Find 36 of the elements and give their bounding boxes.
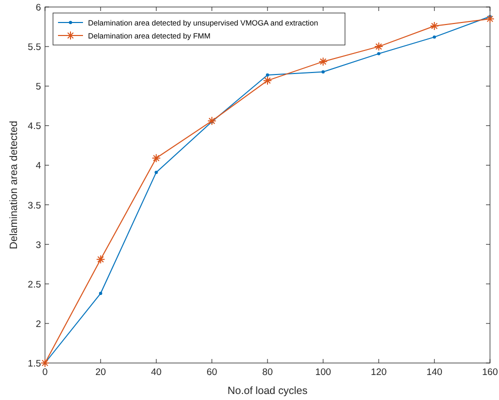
point <box>154 170 158 174</box>
point <box>318 57 328 66</box>
point <box>96 254 106 264</box>
x-tick-label: 120 <box>370 367 387 378</box>
x-tick-label: 80 <box>262 367 273 378</box>
y-tick-label: 4.5 <box>28 121 41 132</box>
x-axis-title: No.of load cycles <box>228 385 308 397</box>
point <box>263 76 272 86</box>
point <box>374 42 384 52</box>
y-tick-label: 4 <box>36 160 41 172</box>
x-tick-label: 40 <box>150 367 162 378</box>
y-tick-label: 6 <box>36 2 41 14</box>
x-tick-label: 20 <box>95 367 106 378</box>
y-tick-label: 2 <box>36 318 41 330</box>
y-tick-label: 5.5 <box>28 42 41 54</box>
y-axis-title: Delamination area detected <box>8 120 20 250</box>
x-tick-label: 140 <box>426 367 442 378</box>
x-tick-label: 60 <box>206 367 218 378</box>
point <box>377 52 380 56</box>
point <box>152 154 161 163</box>
point <box>322 70 325 74</box>
point <box>40 358 50 368</box>
point <box>486 14 494 24</box>
y-tick-label: 1.5 <box>28 358 41 370</box>
x-tick-label: 0 <box>42 367 48 378</box>
y-tick-label: 3.5 <box>28 200 41 212</box>
point <box>266 73 270 77</box>
y-tick-label: 2.5 <box>28 279 41 290</box>
point <box>207 116 216 126</box>
y-tick-label: 5 <box>36 82 41 93</box>
x-tick-label: 100 <box>315 367 332 378</box>
point <box>99 292 102 295</box>
x-tick-label: 160 <box>482 367 498 378</box>
point <box>432 35 436 39</box>
y-tick-label: 3 <box>36 240 41 251</box>
point <box>430 21 439 30</box>
